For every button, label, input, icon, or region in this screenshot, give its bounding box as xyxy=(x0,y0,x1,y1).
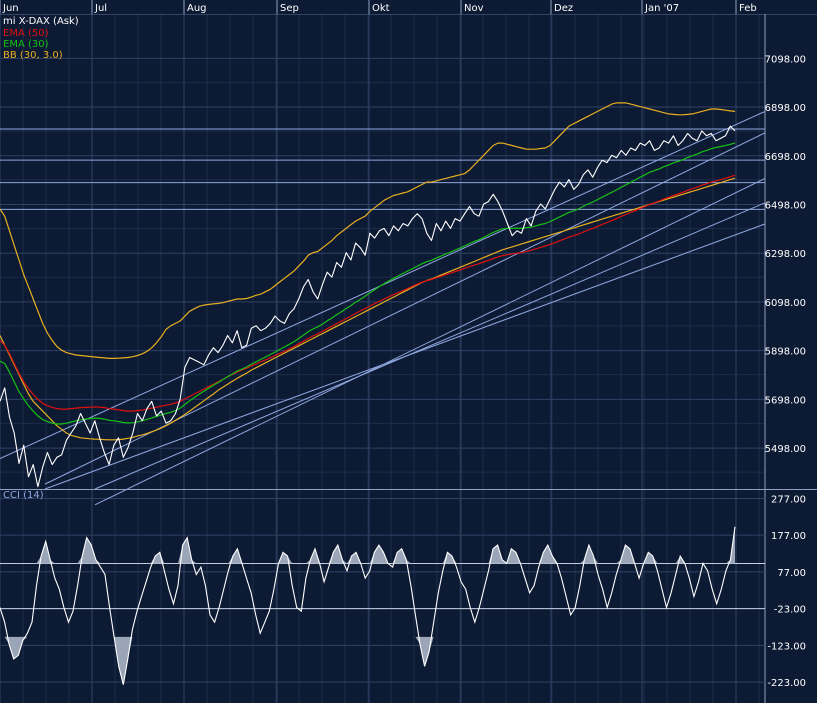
cci-series xyxy=(0,526,736,685)
channel-line xyxy=(94,177,766,506)
x-tick-label: Sep xyxy=(280,3,299,14)
cci-y-axis-ticks: 277.00 177.00 77.00 -23.00 -123.00 -223.00 xyxy=(767,494,806,689)
y-tick-label: 5498.00 xyxy=(765,444,806,455)
channel-line xyxy=(44,223,766,490)
series-ema30 xyxy=(0,142,736,425)
x-tick-label: Okt xyxy=(372,3,390,14)
y-tick-label: 6298.00 xyxy=(765,249,806,260)
x-tick-label: Jun xyxy=(2,3,19,14)
x-tick-label: Aug xyxy=(187,3,207,14)
cci-y-tick-label: -123.00 xyxy=(767,641,806,652)
y-tick-label: 6098.00 xyxy=(765,298,806,309)
y-tick-label: 6898.00 xyxy=(765,103,806,114)
legend-ema30: EMA (30) xyxy=(3,39,49,50)
channel-line xyxy=(94,202,766,490)
x-axis-band xyxy=(0,0,817,14)
y-tick-label: 6498.00 xyxy=(765,200,806,211)
price-series xyxy=(0,102,736,488)
cci-line xyxy=(0,526,736,685)
cci-title: CCI (14) xyxy=(3,490,44,501)
y-tick-label: 5698.00 xyxy=(765,395,806,406)
x-tick-label: Jul xyxy=(94,3,107,14)
y-axis-ticks: 7098.00 6898.00 6698.00 6498.00 6298.00 6098.… xyxy=(765,54,806,455)
cci-y-tick-label: -23.00 xyxy=(774,605,806,616)
series-ema50 xyxy=(0,174,736,412)
cci-y-tick-label: 177.00 xyxy=(771,531,806,542)
y-tick-label: 7098.00 xyxy=(765,54,806,65)
legend-ema50: EMA (50) xyxy=(3,28,49,39)
x-tick-label: Nov xyxy=(464,3,484,14)
x-tick-label: Feb xyxy=(739,3,757,14)
chart-title: mi X-DAX (Ask) xyxy=(3,16,79,27)
legend-bb: BB (30, 3.0) xyxy=(3,50,63,61)
series-bb_lower xyxy=(0,177,736,441)
cci-y-tick-label: 77.00 xyxy=(777,568,806,579)
x-tick-label: Jan '07 xyxy=(644,3,679,14)
series-bb_upper xyxy=(0,102,736,359)
x-tick-label: Dez xyxy=(554,3,573,14)
x-axis-ticks: Jun Jul Aug Sep Okt Nov Dez Jan '07 Feb xyxy=(0,0,817,14)
series-price xyxy=(0,125,736,488)
cci-y-tick-label: -223.00 xyxy=(767,678,806,689)
y-tick-label: 6698.00 xyxy=(765,152,806,163)
cci-y-tick-label: 277.00 xyxy=(771,494,806,505)
y-tick-label: 5898.00 xyxy=(765,347,806,358)
